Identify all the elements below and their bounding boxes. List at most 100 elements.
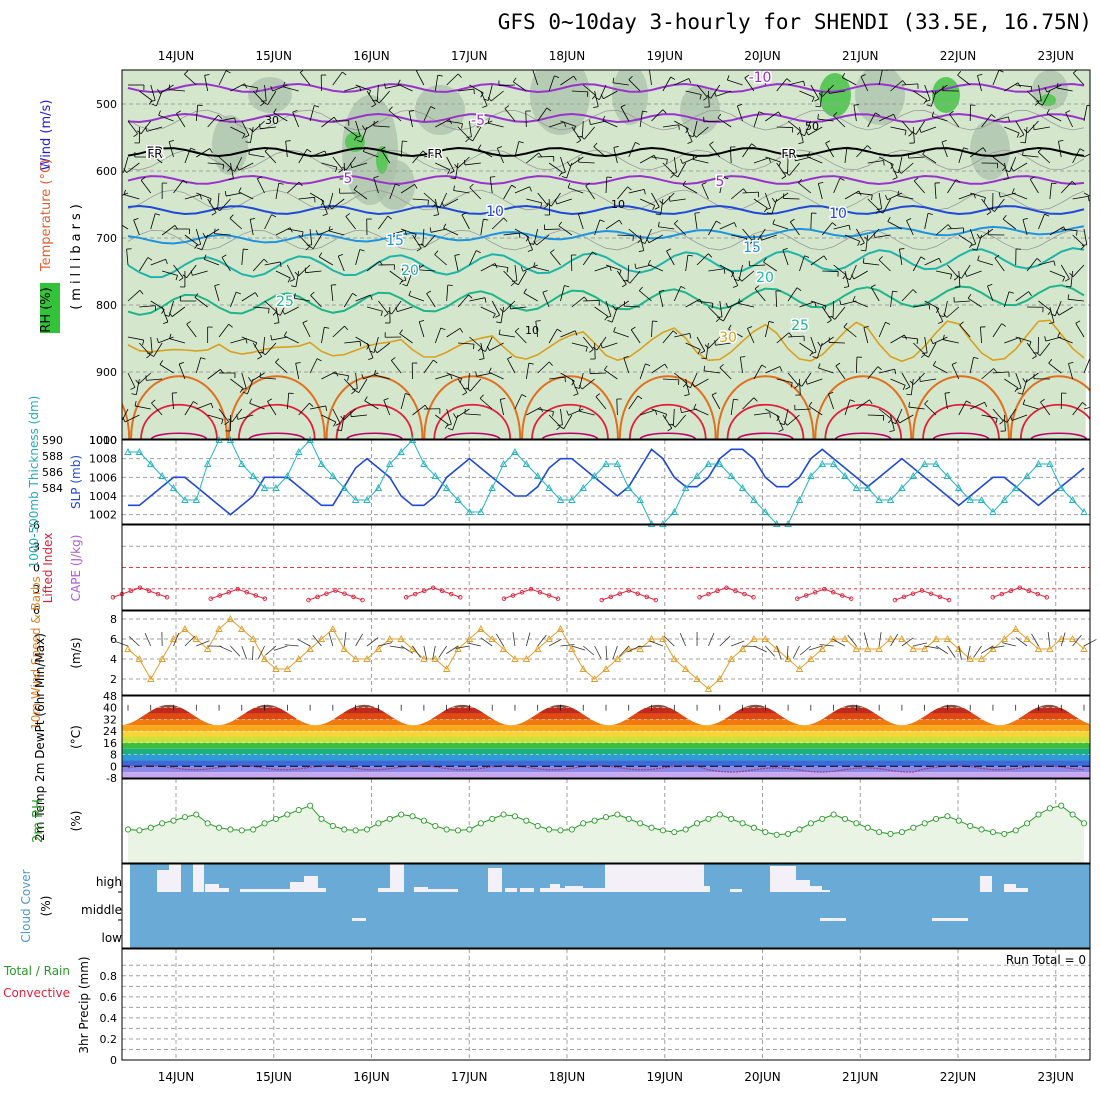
wind-barb — [865, 234, 869, 251]
wind-barb — [794, 408, 811, 411]
wind-barb — [241, 292, 256, 302]
wind-barb — [867, 160, 884, 164]
wind-barb-flag — [543, 205, 549, 209]
wind-barb — [385, 84, 402, 89]
wind-barb — [582, 251, 593, 266]
wind-barb — [567, 187, 584, 194]
wind-barb — [782, 249, 789, 266]
thickness-point — [124, 448, 132, 455]
wind-barb — [363, 372, 379, 380]
wind-barb — [787, 156, 789, 174]
rh-point — [250, 826, 257, 833]
rh-point — [648, 824, 655, 831]
wind-barb — [685, 255, 689, 272]
wind-barb-flag — [953, 276, 959, 281]
wind-barb — [1046, 84, 1062, 93]
rh-point — [352, 827, 359, 834]
wind-barb — [613, 331, 629, 338]
wind-barb — [934, 84, 948, 95]
li-point — [1008, 588, 1014, 594]
wind-barb-flag — [241, 387, 247, 391]
wind-barb — [1015, 84, 1032, 88]
wind-barb-flag — [893, 114, 896, 119]
wind-barb — [435, 414, 449, 425]
wind-barb — [660, 198, 664, 215]
wind-barb — [1004, 82, 1019, 92]
wind-barb-flag — [1067, 294, 1070, 300]
wind-barb — [1015, 372, 1022, 389]
wind-barb-flag — [841, 72, 846, 78]
wind-barb — [443, 198, 459, 207]
wind-barb-flag — [607, 319, 613, 323]
wind-barb-flag — [408, 290, 412, 296]
wind-barb — [1011, 414, 1028, 421]
wind-barb — [196, 402, 212, 410]
wind-barb-flag — [604, 315, 609, 321]
wind-barb — [828, 393, 834, 410]
li-tick: -6 — [29, 519, 40, 532]
wind-barb-flag — [726, 75, 730, 81]
wind-barb-flag — [131, 393, 137, 396]
li-point — [1035, 591, 1040, 597]
rh-shade-70 — [345, 132, 365, 152]
cloud-high-block — [565, 886, 583, 892]
rh-point — [1058, 802, 1065, 809]
wind-barb-flag — [888, 418, 892, 424]
wind-barb — [275, 270, 291, 279]
wind-barb — [196, 192, 212, 200]
wind-barb-flag — [453, 185, 455, 191]
wind-speed-point — [545, 635, 553, 642]
bl-isotherm — [346, 432, 403, 439]
wind-barb-flag — [359, 86, 362, 92]
wind-barb-flag — [638, 250, 644, 252]
wind-barb — [662, 124, 679, 128]
rh-legend-swatch — [40, 283, 60, 333]
wind-barb-flag — [496, 321, 502, 324]
wind-barb-flag — [520, 266, 524, 272]
rh-point — [181, 814, 188, 821]
wind-barb-flag — [566, 161, 571, 167]
wind-barb — [186, 323, 197, 338]
wind-barb — [924, 257, 940, 266]
wind-barb — [259, 126, 276, 130]
wind-speed-point — [488, 635, 496, 642]
wind-speed-point — [1000, 635, 1009, 642]
wind-barb-flag — [790, 382, 793, 388]
wind-barb — [366, 260, 380, 272]
wind-barb — [742, 397, 755, 410]
wind-barb-flag — [885, 321, 891, 325]
wind-barb-flag — [263, 258, 268, 263]
wind-barb — [122, 192, 129, 196]
thickness-point — [317, 460, 326, 467]
wind-barb — [764, 192, 771, 209]
wind-barb-flag — [769, 412, 771, 418]
wind-barb — [176, 113, 186, 128]
wind-barb-flag — [1034, 101, 1040, 106]
wind-barb — [173, 179, 184, 194]
cloud-level-label: middle — [81, 903, 122, 917]
wind-barb-flag — [574, 330, 578, 336]
wind-barb-flag — [1051, 182, 1057, 185]
wind-barb — [620, 106, 630, 122]
wind-barb — [150, 258, 166, 266]
wind-barb-flag — [432, 203, 437, 208]
wind-barb-flag — [734, 222, 737, 228]
wind-barb — [693, 408, 709, 416]
wind-barb — [503, 300, 516, 313]
wind-barb-flag — [798, 142, 804, 144]
thickness-point — [909, 472, 918, 479]
bl-isotherm — [423, 375, 522, 439]
wind-barb — [594, 219, 601, 236]
cloud-high-block — [219, 888, 229, 892]
wind-barb-flag — [860, 249, 866, 252]
wind-barb — [275, 183, 280, 200]
wind-barb — [230, 338, 246, 344]
cloud-high-block — [157, 870, 169, 892]
wind-barb — [1003, 414, 1006, 431]
date-label-bottom: 16JUN — [353, 1070, 390, 1084]
ylabel-wind10: 10m Wind Speed & Barbs — [29, 576, 43, 730]
wind-barb-flag — [230, 168, 235, 172]
contour-label: 10 — [486, 204, 504, 220]
wind-barb-flag — [959, 321, 964, 326]
